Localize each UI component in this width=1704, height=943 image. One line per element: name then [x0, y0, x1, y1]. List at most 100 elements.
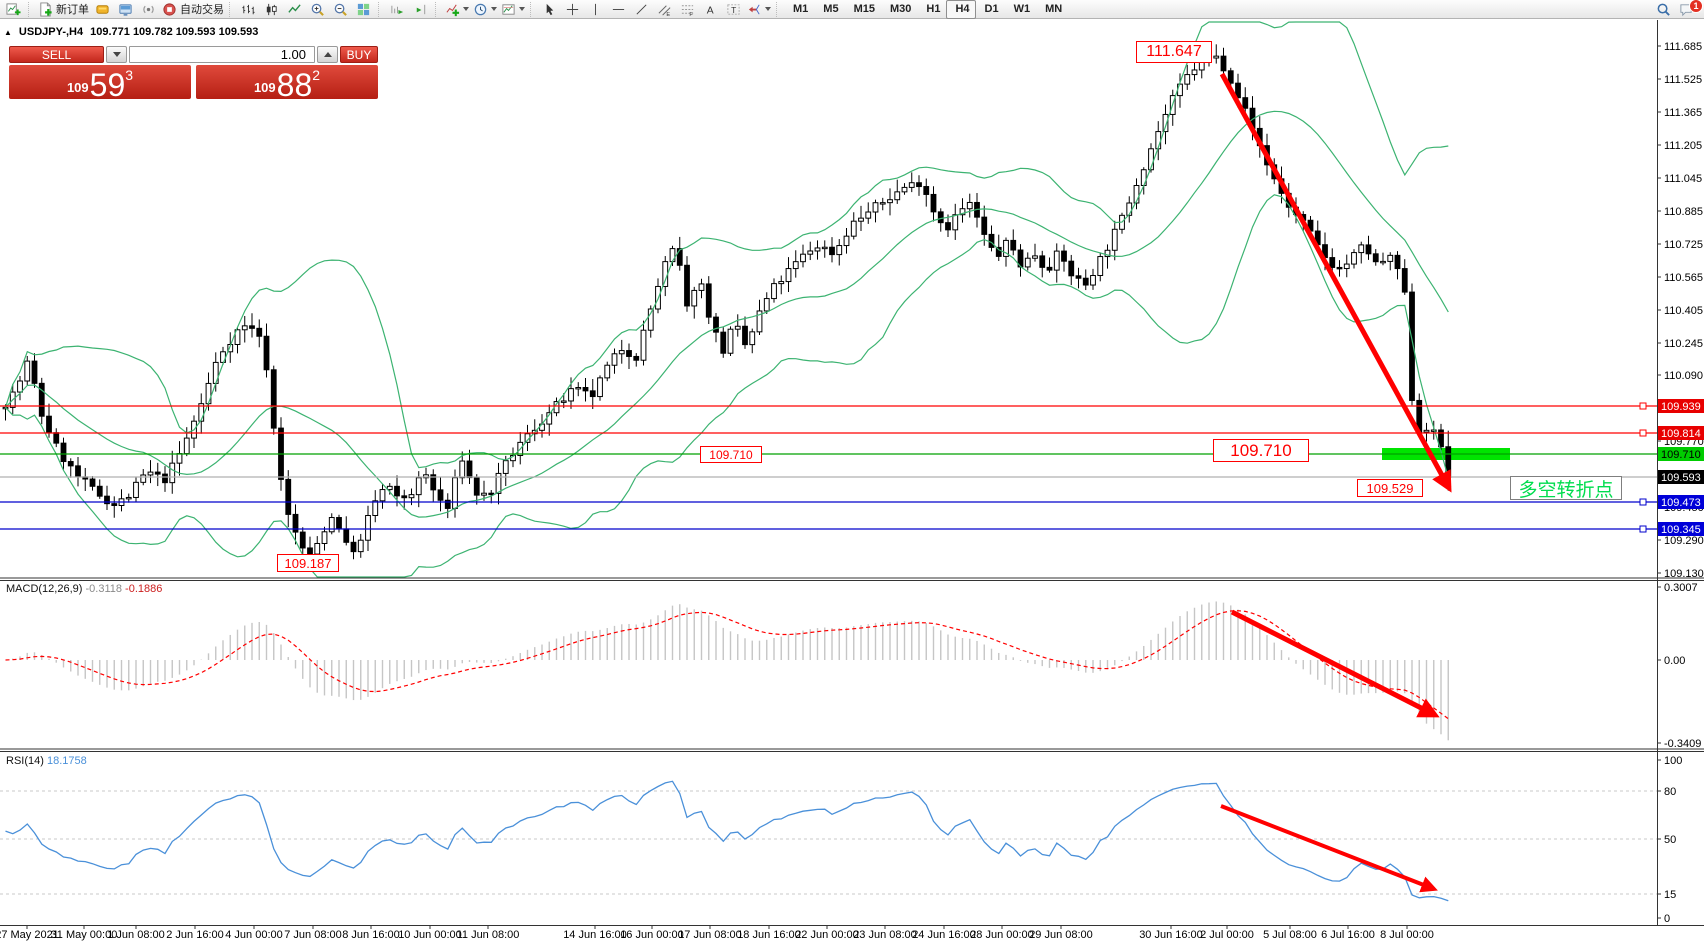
bar-chart-icon[interactable]: [237, 1, 260, 18]
svg-text:111.365: 111.365: [1664, 107, 1702, 119]
volume-increase-button[interactable]: [317, 46, 338, 63]
current-price-line-badge: [1658, 470, 1704, 484]
buy-button[interactable]: BUY: [340, 46, 378, 63]
bollinger-bands: [4, 21, 1449, 578]
svg-text:4 Jun 00:00: 4 Jun 00:00: [225, 929, 283, 941]
svg-text:111.045: 111.045: [1664, 173, 1702, 185]
toolbar-separator: [435, 1, 440, 17]
svg-text:8 Jun 16:00: 8 Jun 16:00: [342, 929, 400, 941]
volume-decrease-button[interactable]: [106, 46, 127, 63]
svg-text:18 Jun 16:00: 18 Jun 16:00: [737, 929, 801, 941]
new-order-button[interactable]: 新订单: [36, 1, 91, 18]
svg-text:7 Jun 08:00: 7 Jun 08:00: [284, 929, 342, 941]
tf-d1[interactable]: D1: [976, 0, 1005, 19]
svg-text:80: 80: [1664, 786, 1676, 798]
svg-text:109.814: 109.814: [1661, 428, 1701, 440]
svg-text:8 Jul 00:00: 8 Jul 00:00: [1380, 929, 1434, 941]
svg-text:15: 15: [1664, 889, 1676, 901]
price-axis-badges: 109.939 109.814 109.710 109.593 109.473 109.3…: [1658, 399, 1704, 536]
tf-m30[interactable]: M30: [881, 0, 917, 19]
svg-text:28 Jun 00:00: 28 Jun 00:00: [970, 929, 1034, 941]
trend-arrow-rsi[interactable]: [1220, 804, 1438, 893]
toolbar-separator: [229, 1, 234, 17]
zoom-in-icon[interactable]: [306, 1, 329, 18]
svg-text:109.345: 109.345: [1661, 524, 1701, 536]
chevron-down-icon: [463, 7, 469, 11]
tf-w1[interactable]: W1: [1005, 0, 1037, 19]
vertical-line-icon[interactable]: [584, 1, 607, 18]
svg-text:24 Jun 16:00: 24 Jun 16:00: [912, 929, 976, 941]
collapse-trade-panel-icon[interactable]: ▲: [4, 27, 12, 37]
autotrading-button[interactable]: 自动交易: [160, 1, 226, 18]
text-label-icon[interactable]: T: [722, 1, 745, 18]
metaquotes-icon[interactable]: [91, 1, 114, 18]
tf-h4-label: H4: [955, 3, 970, 15]
equidistant-channel-icon[interactable]: E: [653, 1, 676, 18]
svg-text:109.939: 109.939: [1661, 401, 1701, 413]
price-label-109710-left[interactable]: 109.710: [700, 446, 762, 463]
tf-m15[interactable]: M15: [845, 0, 881, 19]
tf-m5-label: M5: [823, 3, 839, 15]
svg-text:2 Jun 16:00: 2 Jun 16:00: [166, 929, 224, 941]
svg-text:110.565: 110.565: [1664, 272, 1703, 284]
svg-text:T: T: [731, 4, 736, 14]
line-chart-icon[interactable]: [283, 1, 306, 18]
arrows-dropdown[interactable]: [745, 1, 773, 18]
chart-shift-icon[interactable]: [409, 1, 432, 18]
signal-icon[interactable]: [137, 1, 160, 18]
trend-arrow-macd[interactable]: [1230, 609, 1440, 718]
svg-text:110.405: 110.405: [1664, 305, 1703, 317]
resistance-line-109939-badge: [1658, 399, 1704, 413]
zoom-out-icon[interactable]: [329, 1, 352, 18]
note-turning-point[interactable]: 多空转折点: [1510, 476, 1622, 501]
tile-windows-icon[interactable]: [352, 1, 375, 18]
chat-icon[interactable]: 1: [1675, 0, 1703, 18]
price-label-109710-right[interactable]: 109.710: [1213, 439, 1309, 462]
resistance-line-109814-badge: [1658, 426, 1704, 440]
volume-input[interactable]: [129, 46, 315, 63]
periods-dropdown[interactable]: [471, 1, 499, 18]
auto-scroll-icon[interactable]: [386, 1, 409, 18]
fibonacci-icon[interactable]: F: [676, 1, 699, 18]
sell-price-display[interactable]: 109 59 3: [9, 65, 191, 101]
price-label-109187[interactable]: 109.187: [277, 554, 339, 572]
search-icon[interactable]: [1652, 1, 1675, 18]
svg-text:27 May 2021: 27 May 2021: [0, 929, 59, 941]
svg-text:110.090: 110.090: [1664, 370, 1703, 382]
svg-text:0: 0: [1664, 913, 1670, 925]
horizontal-line-icon[interactable]: [607, 1, 630, 18]
chevron-down-icon: [519, 7, 525, 11]
support-line-109473-badge: [1658, 495, 1704, 509]
cursor-icon[interactable]: [538, 1, 561, 18]
trend-arrow-price[interactable]: [1219, 72, 1452, 493]
price-label-111647[interactable]: 111.647: [1136, 41, 1212, 63]
svg-text:A: A: [707, 5, 714, 16]
terminal-icon[interactable]: [114, 1, 137, 18]
svg-text:110.245: 110.245: [1664, 338, 1703, 350]
trendline-icon[interactable]: [630, 1, 653, 18]
tf-m5[interactable]: M5: [814, 0, 844, 19]
crosshair-icon[interactable]: [561, 1, 584, 18]
svg-text:E: E: [666, 12, 670, 17]
chart-window[interactable]: 111.685 111.525 111.365 111.205 111.045 110.8…: [0, 20, 1704, 943]
tf-m1[interactable]: M1: [784, 0, 814, 19]
templates-dropdown[interactable]: [499, 1, 527, 18]
text-icon[interactable]: A: [699, 1, 722, 18]
tf-h1[interactable]: H1: [917, 0, 946, 19]
svg-text:10 Jun 00:00: 10 Jun 00:00: [398, 929, 462, 941]
indicators-dropdown[interactable]: [443, 1, 471, 18]
buy-price-display[interactable]: 109 88 2: [196, 65, 378, 101]
tf-mn[interactable]: MN: [1036, 0, 1068, 19]
tf-m30-label: M30: [889, 3, 912, 15]
new-chart-icon[interactable]: [2, 1, 25, 18]
panel-frame: [0, 20, 1704, 926]
candlestick-chart-icon[interactable]: [260, 1, 283, 18]
candles-layer: [2, 44, 1452, 562]
svg-text:110.885: 110.885: [1664, 206, 1703, 218]
tf-h4[interactable]: H4: [946, 0, 976, 19]
sell-button[interactable]: SELL: [9, 46, 104, 63]
price-label-109529[interactable]: 109.529: [1357, 479, 1423, 497]
